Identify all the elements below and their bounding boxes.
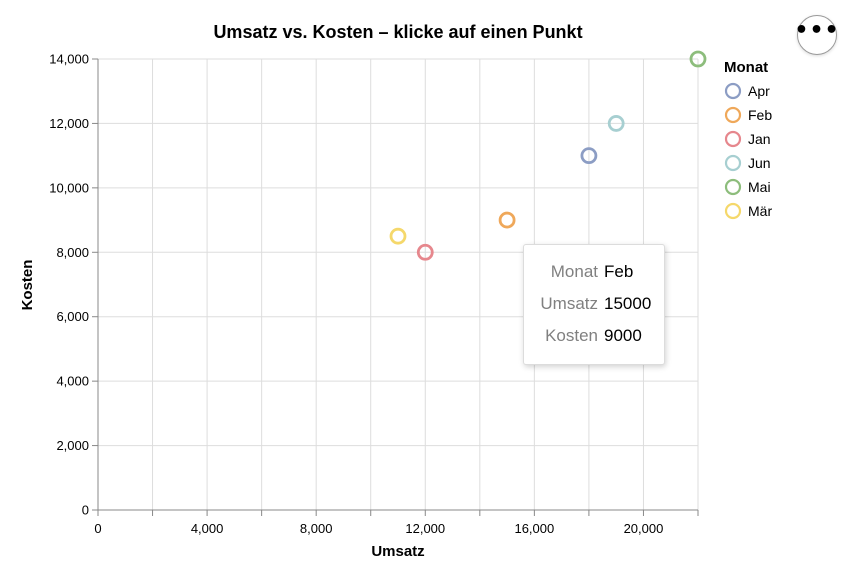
data-point-feb[interactable] bbox=[498, 211, 516, 229]
data-point-mai[interactable] bbox=[689, 50, 707, 68]
actions-menu-button[interactable]: ••• bbox=[794, 15, 840, 55]
x-tick-label: 16,000 bbox=[514, 521, 554, 536]
data-points bbox=[389, 50, 707, 261]
x-tick-label: 0 bbox=[94, 521, 101, 536]
point-tooltip: Monat Feb Umsatz 15000 Kosten 9000 bbox=[523, 244, 665, 365]
tooltip-key: Umsatz bbox=[540, 294, 598, 313]
x-tick-label: 4,000 bbox=[191, 521, 224, 536]
y-tick-label: 6,000 bbox=[56, 309, 89, 324]
tooltip-key: Monat bbox=[550, 262, 598, 281]
data-point-jun[interactable] bbox=[607, 115, 625, 132]
tooltip-value: Feb bbox=[604, 262, 634, 281]
chart-title: Umsatz vs. Kosten – klicke auf einen Pun… bbox=[213, 22, 582, 42]
legend-label: Mai bbox=[748, 179, 771, 195]
y-tick-label: 2,000 bbox=[56, 438, 89, 453]
legend-symbol bbox=[724, 154, 742, 172]
x-tick-label: 20,000 bbox=[624, 521, 664, 536]
legend-symbol bbox=[724, 106, 742, 124]
y-axis-title: Kosten bbox=[19, 260, 36, 311]
legend-label: Mär bbox=[748, 203, 772, 219]
y-tick-label: 4,000 bbox=[56, 374, 89, 389]
data-point-jan[interactable] bbox=[416, 243, 434, 261]
y-tick-label: 12,000 bbox=[49, 116, 89, 131]
legend-title: Monat bbox=[724, 59, 768, 76]
tooltip-row-kosten: Kosten 9000 bbox=[524, 326, 664, 348]
legend-symbol bbox=[724, 82, 742, 100]
tooltip-key: Kosten bbox=[545, 326, 598, 345]
y-tick-label: 8,000 bbox=[56, 245, 89, 260]
tooltip-value: 9000 bbox=[604, 326, 642, 345]
x-axis-title: Umsatz bbox=[371, 543, 424, 560]
legend: Monat Apr Feb Jan Jun Mai Mär bbox=[724, 59, 772, 220]
legend-label: Feb bbox=[748, 107, 772, 123]
x-tick-label: 12,000 bbox=[405, 521, 445, 536]
legend-label: Jun bbox=[748, 155, 771, 171]
legend-symbol bbox=[724, 202, 742, 220]
more-horizontal-icon: ••• bbox=[794, 18, 840, 43]
legend-label: Jan bbox=[748, 131, 771, 147]
axes: 0 4,000 8,000 12,000 16,000 20,000 0 2,000 4,000… bbox=[49, 52, 699, 536]
data-point-apr[interactable] bbox=[580, 147, 598, 165]
tooltip-row-umsatz: Umsatz 15000 bbox=[524, 294, 664, 316]
tooltip-value: 15000 bbox=[604, 294, 652, 313]
legend-symbol bbox=[724, 178, 742, 196]
data-point-mär[interactable] bbox=[389, 227, 407, 245]
x-tick-label: 8,000 bbox=[300, 521, 333, 536]
tooltip-row-monat: Monat Feb bbox=[524, 262, 664, 284]
legend-label: Apr bbox=[748, 83, 770, 99]
legend-symbol bbox=[724, 130, 742, 148]
y-tick-label: 14,000 bbox=[49, 52, 89, 67]
y-tick-label: 0 bbox=[82, 503, 89, 518]
y-tick-label: 10,000 bbox=[49, 180, 89, 195]
